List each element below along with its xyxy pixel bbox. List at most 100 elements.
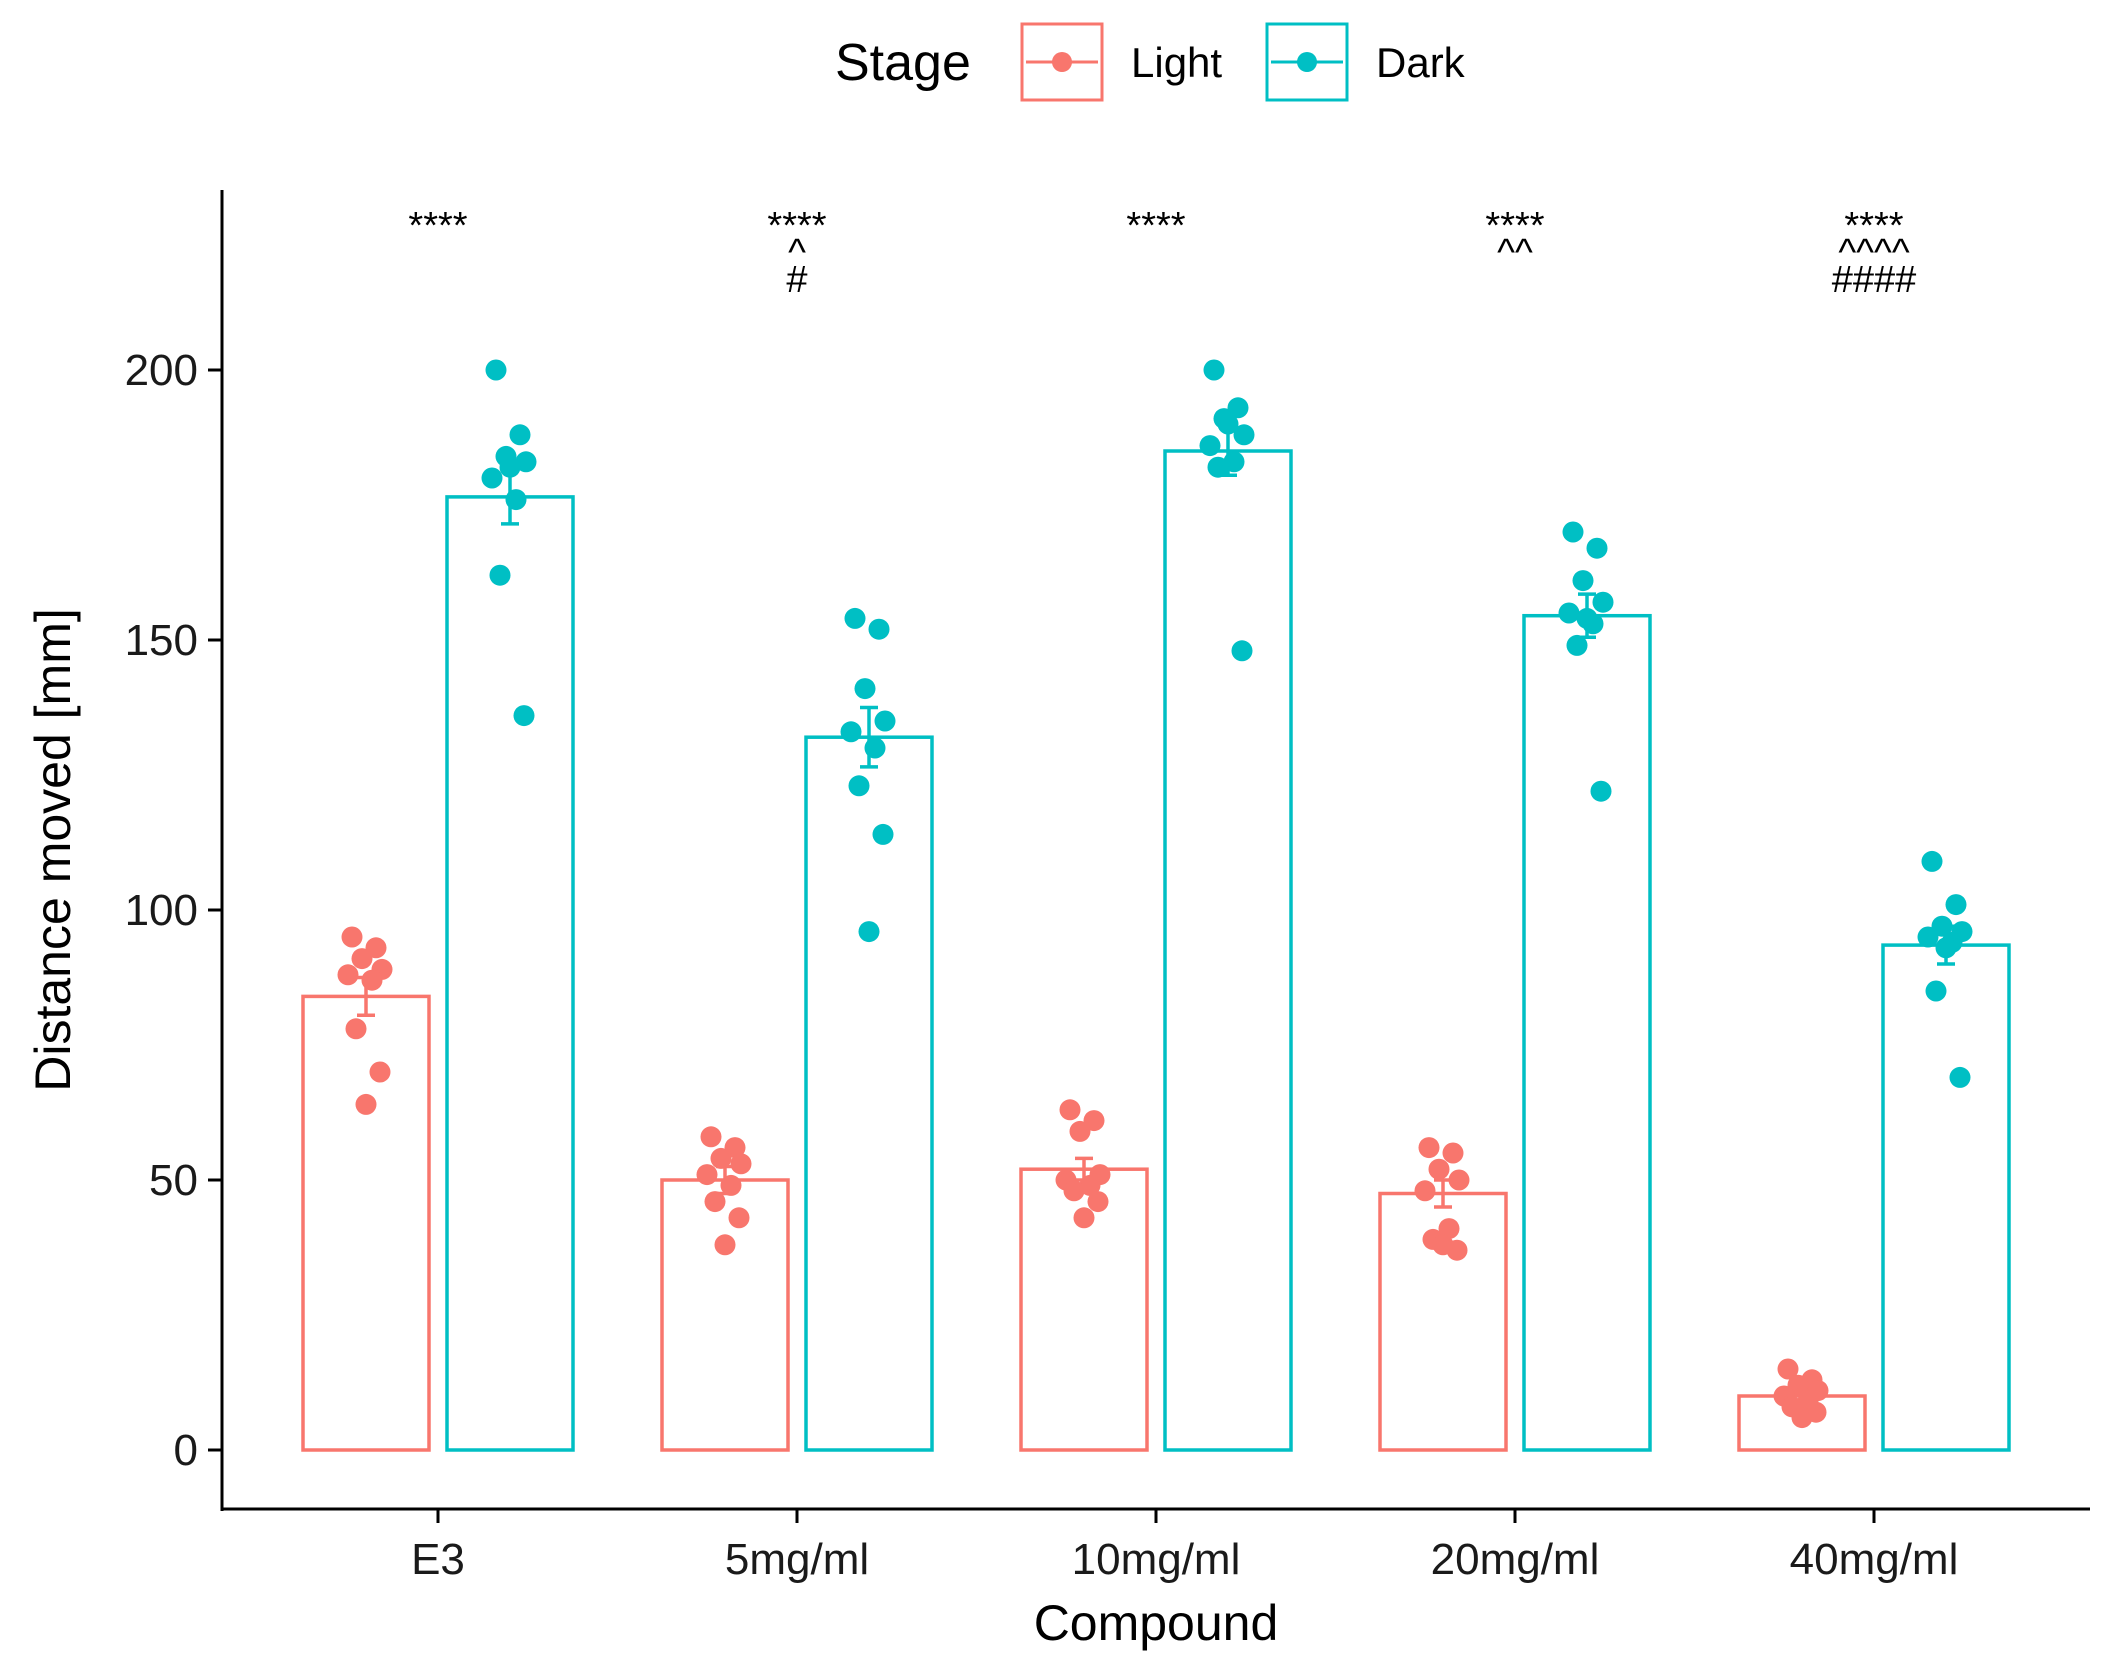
point-dark-2-3 (1233, 424, 1255, 446)
bar-light-0 (301, 994, 431, 1452)
point-dark-2-7 (1231, 640, 1253, 662)
point-dark-2-0 (1203, 359, 1225, 381)
bar-dark-2 (1163, 449, 1293, 1452)
annotation-4-1: ^^^^ (1838, 232, 1909, 274)
x-axis: E3 5mg/ml 10mg/ml 20mg/ml 40mg/ml (411, 1509, 1958, 1584)
point-light-4-0 (1777, 1358, 1799, 1380)
point-dark-3-6 (1566, 634, 1588, 656)
annotation-3-1: ^^ (1497, 232, 1533, 274)
point-dark-0-1 (509, 424, 531, 446)
point-dark-1-7 (872, 823, 894, 845)
point-dark-1-1 (868, 618, 890, 640)
point-dark-3-7 (1590, 780, 1612, 802)
point-light-0-5 (361, 969, 383, 991)
point-light-1-6 (704, 1191, 726, 1213)
point-dark-3-3 (1592, 591, 1614, 613)
y-axis-title: Distance moved [mm] (25, 608, 81, 1091)
point-light-2-7 (1087, 1191, 1109, 1213)
y-tick-label-200: 200 (125, 346, 198, 395)
annotation-1-0: **** (767, 205, 826, 247)
point-light-1-8 (714, 1234, 736, 1256)
point-light-3-4 (1414, 1180, 1436, 1202)
annotation-1-2: # (786, 259, 807, 301)
annotation-4-2: #### (1832, 259, 1917, 301)
point-light-0-6 (345, 1018, 367, 1040)
point-light-3-0 (1418, 1137, 1440, 1159)
legend-key-dot-light (1052, 52, 1072, 72)
point-light-1-7 (728, 1207, 750, 1229)
point-dark-3-4 (1558, 602, 1580, 624)
point-dark-3-1 (1586, 537, 1608, 559)
legend-label-dark: Dark (1376, 39, 1466, 86)
point-light-1-3 (730, 1153, 752, 1175)
bar-dark-0 (445, 495, 575, 1452)
point-light-0-0 (341, 926, 363, 948)
point-dark-0-6 (489, 564, 511, 586)
bar-dark-4 (1881, 943, 2011, 1452)
point-light-3-3 (1448, 1169, 1470, 1191)
x-tick-label-3: 20mg/ml (1431, 1535, 1600, 1584)
legend-item-light: Light (1020, 22, 1222, 102)
legend-title: Stage (835, 34, 971, 92)
x-tick-label-0: E3 (411, 1535, 465, 1584)
point-dark-1-6 (848, 775, 870, 797)
point-light-3-2 (1428, 1158, 1450, 1180)
point-light-2-5 (1079, 1174, 1101, 1196)
legend-item-dark: Dark (1265, 22, 1466, 102)
x-axis-title: Compound (1034, 1595, 1279, 1651)
point-light-1-4 (696, 1164, 718, 1186)
point-dark-0-3 (515, 451, 537, 473)
point-dark-4-7 (1949, 1066, 1971, 1088)
point-light-1-2 (710, 1147, 732, 1169)
point-light-2-0 (1059, 1099, 1081, 1121)
annotation-0-0: **** (408, 205, 467, 247)
point-dark-2-4 (1199, 435, 1221, 457)
point-light-3-8 (1432, 1234, 1454, 1256)
point-light-3-1 (1442, 1142, 1464, 1164)
point-light-1-0 (700, 1126, 722, 1148)
point-dark-3-8 (1576, 607, 1598, 629)
point-dark-2-8 (1217, 413, 1239, 435)
point-light-1-5 (720, 1174, 742, 1196)
x-tick-label-2: 10mg/ml (1072, 1535, 1241, 1584)
point-light-0-4 (337, 964, 359, 986)
x-tick-label-1: 5mg/ml (725, 1535, 869, 1584)
legend-key-dot-dark (1297, 52, 1317, 72)
point-dark-4-1 (1945, 894, 1967, 916)
bar-dark-3 (1522, 613, 1652, 1452)
x-tick-label-4: 40mg/ml (1790, 1535, 1959, 1584)
point-dark-1-8 (858, 921, 880, 943)
y-tick-label-50: 50 (149, 1156, 198, 1205)
y-tick-label-100: 100 (125, 886, 198, 935)
legend: Stage Light Dark (835, 22, 1466, 102)
point-dark-4-0 (1921, 850, 1943, 872)
point-dark-4-6 (1925, 980, 1947, 1002)
annotation-1-1: ^ (788, 232, 806, 274)
point-dark-1-4 (840, 721, 862, 743)
point-light-3-5 (1438, 1218, 1460, 1240)
annotation-3-0: **** (1485, 205, 1544, 247)
point-light-0-2 (351, 948, 373, 970)
point-light-4-8 (1791, 1407, 1813, 1429)
point-light-0-7 (369, 1061, 391, 1083)
point-light-0-8 (355, 1093, 377, 1115)
point-dark-1-0 (844, 607, 866, 629)
point-dark-4-8 (1935, 937, 1957, 959)
point-dark-1-3 (874, 710, 896, 732)
y-tick-label-150: 150 (125, 616, 198, 665)
point-dark-1-5 (864, 737, 886, 759)
point-light-2-8 (1073, 1207, 1095, 1229)
point-dark-2-5 (1223, 451, 1245, 473)
point-light-2-2 (1069, 1120, 1091, 1142)
bar-dark-1 (804, 735, 934, 1452)
point-dark-0-5 (505, 489, 527, 511)
point-dark-2-6 (1207, 456, 1229, 478)
bar-light-1 (660, 1178, 790, 1452)
plot-area: **** ****^#**** ****^^****^^^^#### (301, 205, 2011, 1452)
point-light-2-6 (1063, 1180, 1085, 1202)
annotation-4-0: **** (1844, 205, 1903, 247)
point-dark-0-0 (485, 359, 507, 381)
point-dark-0-4 (481, 467, 503, 489)
y-axis: 0 50 100 150 200 (125, 346, 222, 1475)
